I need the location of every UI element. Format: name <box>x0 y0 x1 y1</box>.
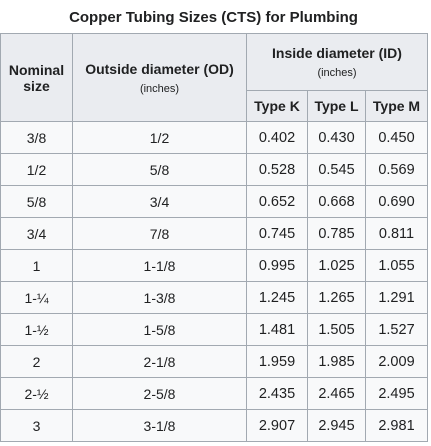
header-cell: Nominal size <box>0 33 73 122</box>
table-row: 3/8 1/2 0.402 0.430 0.450 <box>0 121 428 154</box>
table-cell: 1.985 <box>307 345 366 378</box>
table-cell: 2-1/8 <box>72 345 247 378</box>
table-cell: 2.495 <box>365 377 428 410</box>
table-cell: 1-3/8 <box>72 281 247 314</box>
table-row: 3/4 7/8 0.745 0.785 0.811 <box>0 217 428 250</box>
table-row: 2 2-1/8 1.959 1.985 2.009 <box>0 345 428 378</box>
table-cell: 2.009 <box>365 345 428 378</box>
table-cell: 0.652 <box>246 185 308 218</box>
table-cell: 0.430 <box>307 121 366 154</box>
table-cell: 2 <box>0 345 73 378</box>
table-cell: 1.959 <box>246 345 308 378</box>
header-unit: (inches) <box>139 82 180 95</box>
table-cell: 1-5/8 <box>72 313 247 346</box>
table-row: 1-¼ 1-3/8 1.245 1.265 1.291 <box>0 281 428 314</box>
table-cell: 1 <box>0 249 73 282</box>
table-cell: 0.528 <box>246 153 308 186</box>
table-cell: 1-½ <box>0 313 73 346</box>
header-text: Nominal size <box>8 61 65 94</box>
table-caption: Copper Tubing Sizes (CTS) for Plumbing <box>69 9 358 26</box>
table-cell: 3 <box>0 409 73 442</box>
table-cell: 2.981 <box>365 409 428 442</box>
table-cell: 1-¼ <box>0 281 73 314</box>
table-cell: 3/4 <box>0 217 73 250</box>
table-cell: 1.505 <box>307 313 366 346</box>
table-cell: 1.291 <box>365 281 428 314</box>
header-cell: Inside diameter (ID) (inches) <box>246 33 428 91</box>
table-cell: 0.402 <box>246 121 308 154</box>
table-cell: 1.025 <box>307 249 366 282</box>
table-cell: 5/8 <box>0 185 73 218</box>
table-cell: 1.055 <box>365 249 428 282</box>
table-cell: 1/2 <box>72 121 247 154</box>
table-row: 2-½ 2-5/8 2.435 2.465 2.495 <box>0 377 428 410</box>
table-cell: 2-5/8 <box>72 377 247 410</box>
table-cell: 2.945 <box>307 409 366 442</box>
table-cell: 7/8 <box>72 217 247 250</box>
table-cell: 0.745 <box>246 217 308 250</box>
table-cell: 2.907 <box>246 409 308 442</box>
table-cell: 0.785 <box>307 217 366 250</box>
table-cell: 5/8 <box>72 153 247 186</box>
table-cell: 1.527 <box>365 313 428 346</box>
table-cell: 1/2 <box>0 153 73 186</box>
table-cell: 3-1/8 <box>72 409 247 442</box>
header-text: Inside diameter (ID) <box>272 45 402 61</box>
type-header: Type M <box>365 90 428 122</box>
header-cell: Outside diameter (OD) (inches) <box>72 33 247 122</box>
table-cell: 1.245 <box>246 281 308 314</box>
table-cell: 3/4 <box>72 185 247 218</box>
type-header: Type K <box>246 90 308 122</box>
table-cell: 1.265 <box>307 281 366 314</box>
header-unit: (inches) <box>317 67 357 79</box>
type-header: Type L <box>307 90 366 122</box>
table-cell: 2.435 <box>246 377 308 410</box>
table-cell: 3/8 <box>0 121 73 154</box>
table-row: 3 3-1/8 2.907 2.945 2.981 <box>0 409 428 442</box>
table-cell: 0.995 <box>246 249 308 282</box>
table-cell: 0.569 <box>365 153 428 186</box>
table-cell: 0.690 <box>365 185 428 218</box>
table-row: 1/2 5/8 0.528 0.545 0.569 <box>0 153 428 186</box>
table-cell: 2-½ <box>0 377 73 410</box>
table-cell: 2.465 <box>307 377 366 410</box>
data-table: Nominal size Outside diameter (OD) (inche… <box>0 33 428 442</box>
table-cell: 0.450 <box>365 121 428 154</box>
table-cell: 1.481 <box>246 313 308 346</box>
table-row: 1-½ 1-5/8 1.481 1.505 1.527 <box>0 313 428 346</box>
table-row: 5/8 3/4 0.652 0.668 0.690 <box>0 185 428 218</box>
table-cell: 0.811 <box>365 217 428 250</box>
header-text: Outside diameter (OD) <box>85 60 234 77</box>
table-cell: 1-1/8 <box>72 249 247 282</box>
table-cell: 0.545 <box>307 153 366 186</box>
table-cell: 0.668 <box>307 185 366 218</box>
table-row: 1 1-1/8 0.995 1.025 1.055 <box>0 249 428 282</box>
